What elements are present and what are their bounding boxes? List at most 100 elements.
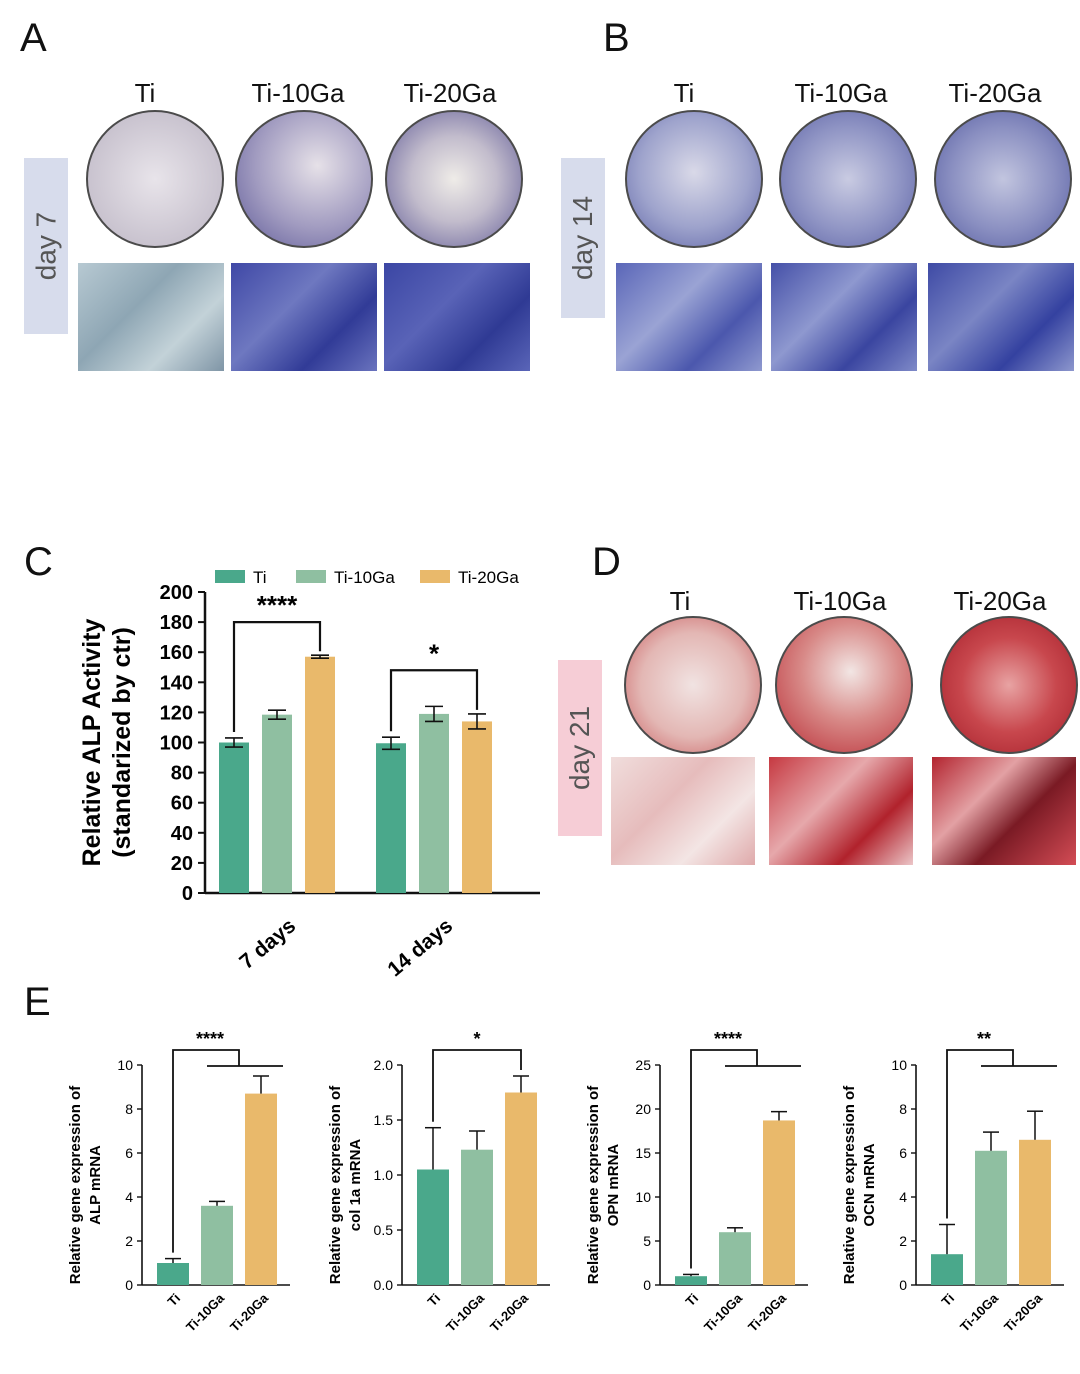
chart-e3-xtick-label: Ti-20Ga [745, 1290, 790, 1335]
panel-d-dish-ti [624, 616, 762, 754]
chart-c-xtick-label: 7 days [235, 914, 300, 974]
panel-b-letter: B [603, 16, 630, 60]
panel-d-letter: D [592, 540, 621, 584]
chart-e4-bar [1019, 1139, 1051, 1285]
panel-a-micro-ti20ga [384, 263, 530, 371]
panel-d-day-label: day 21 [564, 705, 596, 791]
chart-c-legend-swatch [296, 570, 326, 583]
chart-c-legend-swatch [420, 570, 450, 583]
chart-c-significance-bracket [389, 669, 479, 732]
chart-c-legend-swatch [215, 570, 245, 583]
chart-e2-significance-bracket [432, 1049, 522, 1122]
chart-e4-xtick-label: Ti-10Ga [957, 1290, 1002, 1335]
chart-e4-xtick-label: Ti [939, 1291, 958, 1310]
chart-c-ytick-label: 80 [171, 763, 193, 785]
panel-a-micro-ti10ga [231, 263, 377, 371]
chart-c-xtick-label: 14 days [383, 914, 457, 981]
chart-e1-ytick-label: 8 [125, 1101, 133, 1117]
chart-c-alp-activity: 0 20 40 60 80 100 120 140 160 180 200 Relative ALP … [78, 568, 540, 981]
panel-d-micro-ti10ga [769, 757, 913, 865]
chart-e4-significance-bracket [946, 1049, 1014, 1219]
chart-e2-ytick-label: 1.0 [374, 1167, 394, 1183]
chart-e1-ytick-label: 2 [125, 1233, 133, 1249]
panel-d-label-ti20ga: Ti-20Ga [953, 586, 1047, 616]
panel-d-label-ti10ga: Ti-10Ga [793, 586, 887, 616]
chart-e3-xtick-label: Ti-10Ga [701, 1290, 746, 1335]
chart-e4-ylabel-line2: OCN mRNA [861, 1143, 878, 1227]
chart-e4-ylabel-line1: Relative gene expression of [841, 1085, 858, 1284]
chart-e3-bar [675, 1276, 707, 1285]
panel-a-day-tag: day 7 [24, 158, 68, 334]
chart-e1-ylabel-line1: Relative gene expression of [67, 1085, 84, 1284]
chart-e1-ytick-label: 10 [117, 1057, 133, 1073]
panel-a-dish-ti20ga [385, 110, 523, 248]
chart-e4-ytick-label: 0 [899, 1277, 907, 1293]
panel-a-dish-ti10ga [235, 110, 373, 248]
chart-e3-significance-label: **** [714, 1030, 742, 1049]
chart-e3-xtick-label: Ti [683, 1291, 702, 1310]
chart-e1-ytick-label: 0 [125, 1277, 133, 1293]
chart-c-bar [219, 742, 249, 893]
chart-e1-ylabel-line2: ALP mRNA [87, 1145, 104, 1225]
chart-c-ytick-label: 140 [160, 672, 193, 694]
chart-e-col1a-mrna: 0.0 0.5 1.0 1.5 2.0 Relative gene expression … [327, 1030, 550, 1335]
chart-c-significance-label: **** [257, 590, 298, 620]
panel-a-label-ti20ga: Ti-20Ga [403, 78, 497, 108]
panel-a-label-ti: Ti [134, 78, 156, 108]
panel-d-dish-ti10ga [775, 616, 913, 754]
chart-c-ytick-label: 100 [160, 733, 193, 755]
chart-e1-bar [157, 1263, 189, 1285]
chart-c-ytick-label: 180 [160, 612, 193, 634]
chart-c-legend-label: Ti-20Ga [458, 568, 519, 587]
panel-b-day-tag: day 14 [561, 158, 605, 318]
chart-c-significance-bracket [232, 621, 322, 732]
chart-e4-ytick-label: 10 [891, 1057, 907, 1073]
chart-c-bar [262, 714, 292, 893]
chart-e2-xtick-label: Ti [425, 1291, 444, 1310]
chart-e1-xtick-label: Ti-20Ga [227, 1290, 272, 1335]
chart-e3-bar [719, 1232, 751, 1285]
chart-e2-xtick-label: Ti-20Ga [487, 1290, 532, 1335]
panel-e-letter: E [24, 980, 51, 1024]
panel-d-micro-ti [611, 757, 755, 865]
chart-e2-bar [461, 1149, 493, 1285]
chart-e3-ylabel-line1: Relative gene expression of [585, 1085, 602, 1284]
chart-c-legend-label: Ti [253, 568, 267, 587]
panel-a-dish-ti [86, 110, 224, 248]
chart-c-ytick-label: 40 [171, 823, 193, 845]
panel-d-day-tag: day 21 [558, 660, 602, 836]
panel-b-micro-ti10ga [771, 263, 917, 371]
chart-e1-xtick-label: Ti [165, 1291, 184, 1310]
panel-b-micro-ti20ga [928, 263, 1074, 371]
chart-e3-ytick-label: 15 [635, 1145, 651, 1161]
chart-c-significance-label: * [429, 638, 440, 668]
chart-e2-ylabel-line2: col 1a mRNA [347, 1139, 364, 1232]
chart-e-opn-mrna: 0 5 10 15 20 25 Relative gene expression of OPN… [585, 1030, 808, 1335]
chart-c-ytick-label: 0 [182, 883, 193, 905]
panel-b-label-ti10ga: Ti-10Ga [794, 78, 888, 108]
chart-e2-ytick-label: 2.0 [374, 1057, 394, 1073]
chart-e1-ytick-label: 6 [125, 1145, 133, 1161]
chart-e-alp-mrna: 0 2 4 6 8 10 Relative gene expression of ALP mR… [67, 1030, 290, 1335]
panel-b-dish-ti [625, 110, 763, 248]
panel-b-micro-ti [616, 263, 762, 371]
chart-e4-xtick-label: Ti-20Ga [1001, 1290, 1046, 1335]
panel-b-label-ti: Ti [673, 78, 695, 108]
chart-e3-ytick-label: 20 [635, 1101, 651, 1117]
chart-e1-xtick-label: Ti-10Ga [183, 1290, 228, 1335]
chart-e2-ytick-label: 0.0 [374, 1277, 394, 1293]
panel-b-label-ti20ga: Ti-20Ga [948, 78, 1042, 108]
panel-a-day-label: day 7 [30, 211, 61, 281]
chart-e4-significance-label: ** [977, 1030, 991, 1049]
chart-e2-xtick-label: Ti-10Ga [443, 1290, 488, 1335]
chart-e4-ytick-label: 2 [899, 1233, 907, 1249]
chart-c-ytick-label: 160 [160, 642, 193, 664]
chart-e1-significance-label: **** [196, 1030, 224, 1049]
chart-e2-ytick-label: 0.5 [374, 1222, 394, 1238]
chart-c-bar [462, 721, 492, 893]
chart-e3-ytick-label: 0 [643, 1277, 651, 1293]
chart-e1-bar [201, 1205, 233, 1285]
chart-c-ytick-label: 200 [160, 582, 193, 604]
panel-c-letter: C [24, 540, 53, 584]
chart-e2-bar [505, 1092, 537, 1285]
